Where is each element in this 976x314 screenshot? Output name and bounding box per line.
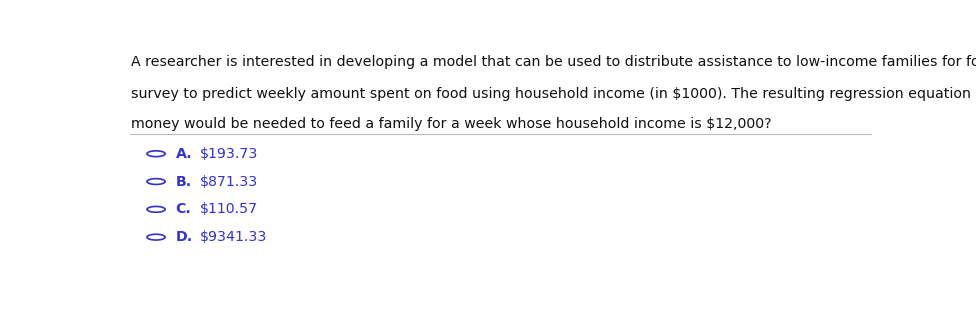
Text: money would be needed to feed a family for a week whose household income is $12,: money would be needed to feed a family f… <box>131 117 772 132</box>
Text: B.: B. <box>176 175 192 188</box>
Text: $9341.33: $9341.33 <box>200 230 267 244</box>
Text: D.: D. <box>176 230 193 244</box>
Text: $110.57: $110.57 <box>200 202 258 216</box>
Text: A researcher is interested in developing a model that can be used to distribute : A researcher is interested in developing… <box>131 55 976 68</box>
Text: C.: C. <box>176 202 191 216</box>
Text: survey to predict weekly amount spent on food using household income (in $1000).: survey to predict weekly amount spent on… <box>131 86 976 100</box>
Text: $193.73: $193.73 <box>200 147 259 161</box>
Text: $871.33: $871.33 <box>200 175 259 188</box>
Text: A.: A. <box>176 147 192 161</box>
